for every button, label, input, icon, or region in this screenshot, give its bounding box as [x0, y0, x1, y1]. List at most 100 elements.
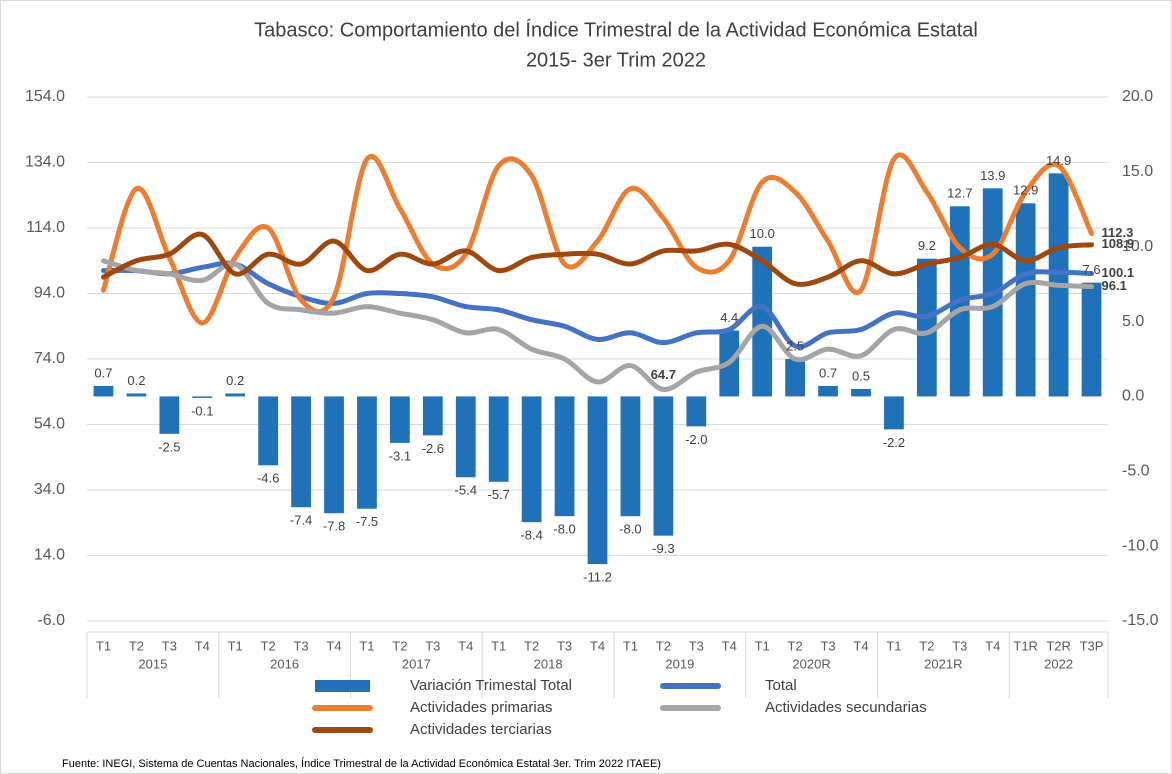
bar-value-label: -8.0 — [553, 522, 575, 537]
x-tick-label: T2 — [129, 638, 144, 653]
legend-label: Actividades terciarias — [410, 721, 552, 738]
source-note: Fuente: INEGI, Sistema de Cuentas Nacion… — [62, 757, 661, 770]
bar — [554, 396, 575, 517]
x-tick-label: T3 — [689, 638, 704, 653]
bar-value-label: 2.5 — [786, 338, 804, 353]
x-tick-label: T1 — [491, 638, 506, 653]
bar — [818, 385, 838, 397]
x-group-label: 2017 — [402, 656, 431, 671]
y-tick-label: 34.0 — [34, 481, 65, 498]
x-group-label: 2015 — [138, 656, 167, 671]
bar-value-label: 10.0 — [750, 226, 775, 241]
bar-value-label: 0.2 — [127, 373, 145, 388]
bar-value-label: 4.4 — [720, 310, 738, 325]
x-tick-label: T1 — [96, 638, 111, 653]
x-tick-label: T3 — [293, 638, 308, 653]
x-tick-label: T4 — [985, 638, 1000, 653]
bar — [291, 396, 311, 508]
line-value-label: 100.1 — [1102, 265, 1135, 280]
bar-value-label: 14.9 — [1046, 153, 1071, 168]
x-tick-label: T3 — [820, 638, 835, 653]
x-tick-label: T4 — [458, 638, 473, 653]
y-tick-label: 134.0 — [25, 154, 65, 171]
legend-label: Actividades secundarias — [765, 699, 927, 716]
bar-value-label: 0.5 — [852, 368, 870, 383]
bar-value-label: 13.9 — [980, 168, 1005, 183]
bar — [521, 396, 542, 523]
bar-value-label: -5.7 — [487, 487, 509, 502]
x-tick-label: T2R — [1046, 638, 1071, 653]
bar-value-label: 9.2 — [918, 238, 936, 253]
bar — [587, 396, 608, 565]
x-tick-label: T4 — [722, 638, 737, 653]
y-tick-label: 114.0 — [26, 219, 65, 236]
bar-value-label: 0.7 — [819, 365, 837, 380]
bar — [884, 396, 904, 430]
y2-tick-label: 0.0 — [1122, 388, 1144, 405]
bar — [488, 396, 509, 482]
x-tick-label: T4 — [195, 638, 210, 653]
x-tick-label: T2 — [656, 638, 671, 653]
x-tick-label: T4 — [853, 638, 868, 653]
x-tick-label: T2 — [524, 638, 539, 653]
chart-subtitle: 2015- 3er Trim 2022 — [526, 49, 706, 71]
x-group-label: 2022 — [1044, 656, 1073, 671]
bar — [390, 396, 410, 443]
x-tick-label: T3 — [425, 638, 440, 653]
bar-value-label: -4.6 — [257, 471, 279, 486]
y-tick-label: 154.0 — [25, 88, 65, 105]
line-series — [100, 258, 1095, 392]
bar — [192, 396, 213, 398]
y2-tick-label: -5.0 — [1122, 463, 1150, 480]
x-tick-label: T1R — [1013, 638, 1038, 653]
x-group-label: 2016 — [270, 656, 299, 671]
x-tick-label: T2 — [919, 638, 934, 653]
bar-value-label: -2.2 — [883, 435, 905, 450]
line-value-label: 64.7 — [651, 367, 676, 382]
x-tick-label: T1 — [886, 638, 901, 653]
x-tick-label: T3 — [557, 638, 572, 653]
bar-value-label: -3.1 — [389, 448, 411, 463]
x-tick-label: T1 — [228, 638, 243, 653]
bar — [422, 396, 443, 436]
line-value-label: 96.1 — [1102, 278, 1127, 293]
bar — [1081, 282, 1102, 397]
bar-value-label: -7.5 — [356, 514, 378, 529]
bar — [159, 396, 180, 434]
bar — [455, 396, 476, 478]
bar — [620, 396, 641, 517]
bar-value-label: -2.0 — [685, 432, 707, 447]
bar-value-label: -11.2 — [583, 570, 612, 585]
x-tick-label: T2 — [788, 638, 803, 653]
bar — [851, 388, 871, 397]
bar-value-label: -5.4 — [455, 483, 477, 498]
x-tick-label: T1 — [359, 638, 374, 653]
y2-tick-label: 5.0 — [1122, 313, 1144, 330]
y-tick-label: 14.0 — [34, 547, 65, 564]
x-tick-label: T4 — [590, 638, 605, 653]
y2-tick-label: 15.0 — [1122, 163, 1153, 180]
x-group-label: 2019 — [665, 656, 694, 671]
x-tick-label: T3 — [952, 638, 967, 653]
x-tick-label: T4 — [326, 638, 341, 653]
line-value-label: 108.9 — [1102, 236, 1135, 251]
bar — [785, 359, 805, 397]
x-group-label: 2020R — [792, 656, 830, 671]
y2-tick-label: -15.0 — [1122, 612, 1159, 629]
bar — [686, 396, 707, 427]
bar — [126, 393, 147, 397]
bar-value-label: -2.5 — [158, 439, 180, 454]
x-tick-label: T1 — [623, 638, 638, 653]
bar-value-label: -7.4 — [290, 513, 312, 528]
y2-tick-label: 20.0 — [1122, 88, 1153, 105]
bar-value-label: 7.6 — [1082, 262, 1100, 277]
legend-label: Actividades primarias — [410, 699, 553, 716]
legend-label: Total — [765, 677, 797, 694]
bar — [93, 385, 114, 397]
bar — [1015, 203, 1036, 397]
x-tick-label: T2 — [392, 638, 407, 653]
x-group-label: 2021R — [924, 656, 962, 671]
y2-tick-label: 10.0 — [1122, 238, 1153, 255]
